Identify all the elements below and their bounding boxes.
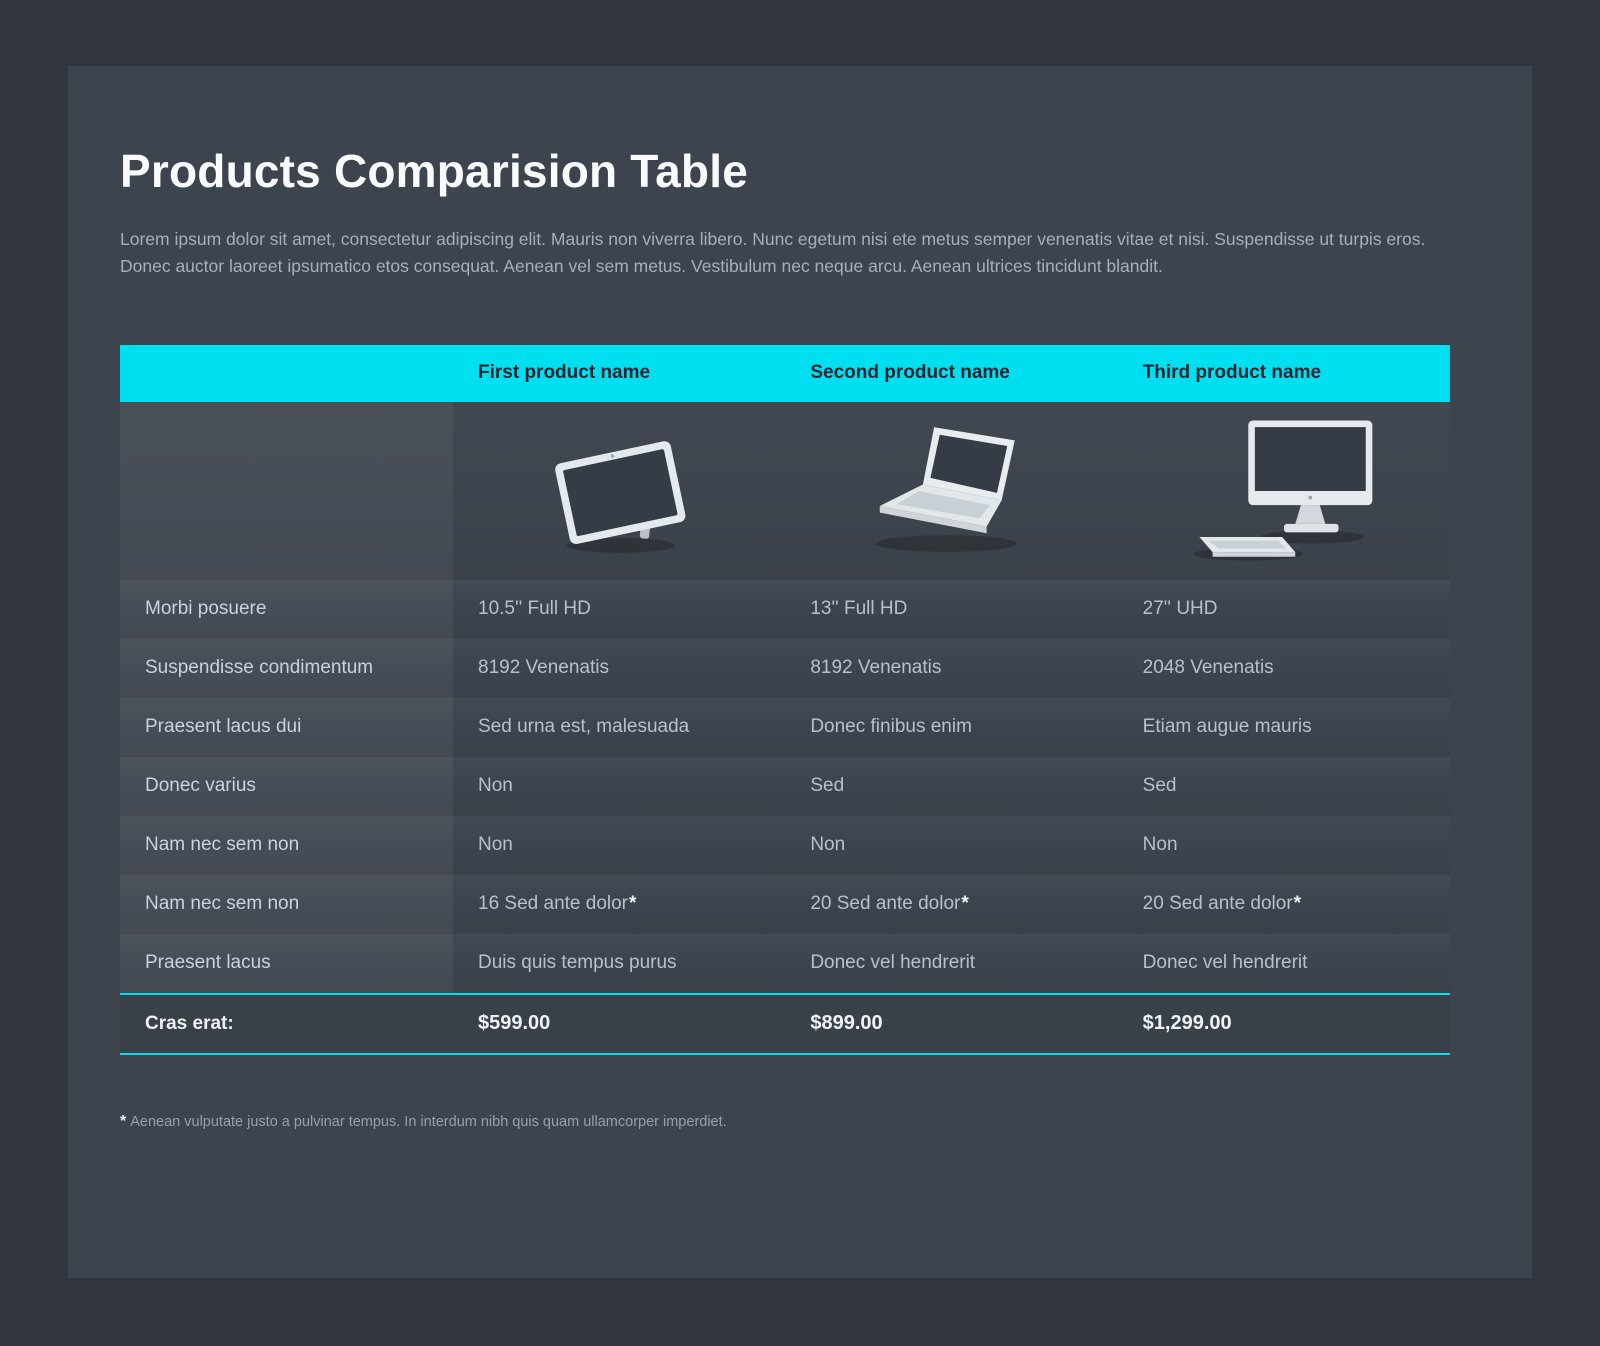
product-image-cell [785,402,1117,580]
cell-text: 13'' Full HD [810,598,908,620]
table-row: Nam nec sem non 16 Sed ante dolor * 20 Se… [120,874,1450,934]
cell-text: Non [478,775,513,797]
row-label: Nam nec sem non [120,815,453,875]
table-row: Morbi posuere 10.5'' Full HD 13'' Full H… [120,579,1450,639]
cell-text: Sed [1142,775,1177,797]
table-row: Donec varius Non Sed Sed [120,756,1450,816]
cell-text: Non [1142,834,1178,856]
cell-text: 10.5'' Full HD [478,598,591,620]
row-label: Praesent lacus [120,933,453,993]
row-cell: 20 Sed ante dolor * [1118,875,1450,934]
cell-text: Non [810,834,846,856]
table-row: Nam nec sem non Non Non Non [120,815,1450,875]
cell-text: 20 Sed ante dolor [1142,893,1293,915]
row-cell: 20 Sed ante dolor * [785,875,1117,934]
comparison-table: First product name Second product name T… [120,344,1450,1055]
row-cell: Sed [785,757,1117,816]
page-title: Products Comparision Table [120,145,748,197]
row-cell: Sed [1118,757,1450,816]
row-cell: 8192 Venenatis [785,639,1117,698]
row-cell: Non [453,816,785,875]
row-cell: 10.5'' Full HD [453,580,785,639]
cell-text: Etiam augue mauris [1142,716,1312,738]
row-cell: Non [1118,816,1450,875]
footnote: * Aenean vulputate justo a pulvinar tempu… [120,1113,1480,1131]
price-value-1: $599.00 [478,1012,551,1035]
row-cell: Sed urna est, malesuada [453,698,785,757]
row-cell: Etiam augue mauris [1118,698,1450,757]
header-product-1: First product name [478,362,651,384]
row-label: Donec varius [120,756,453,816]
row-label: Suspendisse condimentum [120,638,453,698]
table-row: Praesent lacus dui Sed urna est, malesua… [120,697,1450,757]
row-label: Praesent lacus dui [120,697,453,757]
cell-text: Non [478,834,513,856]
cell-text: Donec finibus enim [810,716,972,738]
header-product-2: Second product name [810,362,1010,384]
header-product-3: Third product name [1142,362,1322,384]
row-cell: 16 Sed ante dolor * [453,875,785,934]
row-cell: 8192 Venenatis [453,639,785,698]
product-image-cell [453,402,785,580]
row-cell: Donec vel hendrerit [785,934,1117,993]
table-row: Praesent lacus Duis quis tempus purus Do… [120,933,1450,993]
row-cell: 2048 Venenatis [1118,639,1450,698]
cell-text: 16 Sed ante dolor [478,893,629,915]
asterisk: * [1293,893,1302,915]
row-cell: Donec vel hendrerit [1118,934,1450,993]
row-cell: Non [453,757,785,816]
product-images-row [120,401,1450,580]
table-row: Suspendisse condimentum 8192 Venenatis 8… [120,638,1450,698]
product-image-cell [1118,402,1450,580]
asterisk: * [961,893,969,915]
row-label: Nam nec sem non [120,874,453,934]
cell-text: 2048 Venenatis [1142,657,1274,679]
cell-text: Duis quis tempus purus [478,952,677,974]
images-empty-cell [120,401,453,580]
price-value-2: $899.00 [810,1012,883,1035]
footnote-text: Aenean vulputate justo a pulvinar tempus… [130,1113,727,1130]
cell-text: 8192 Venenatis [810,657,942,679]
tablet-illustration [555,440,686,553]
row-label: Morbi posuere [120,579,453,639]
cell-text: 8192 Venenatis [478,657,610,679]
price-row-label: Cras erat: [145,1012,234,1034]
header-empty-cell [120,345,453,402]
cell-text: Sed [810,775,845,797]
page-description: Lorem ipsum dolor sit amet, consectetur … [120,229,1426,277]
laptop-illustration [876,426,1018,552]
cell-text: Sed urna est, malesuada [478,716,690,738]
cell-text: Donec vel hendrerit [1142,952,1308,974]
products-comparison-panel: Products Comparision Table Lorem ipsum d… [68,66,1532,1278]
price-value-3: $1,299.00 [1142,1012,1232,1035]
footnote-asterisk: * [120,1112,127,1130]
asterisk: * [629,893,637,915]
row-cell: Donec finibus enim [785,698,1117,757]
desktop-illustration [1193,420,1373,561]
cell-text: Donec vel hendrerit [810,952,976,974]
row-cell: Duis quis tempus purus [453,934,785,993]
table-header-row: First product name Second product name T… [120,344,1450,402]
row-cell: 13'' Full HD [785,580,1117,639]
row-cell: 27'' UHD [1118,580,1450,639]
row-cell: Non [785,816,1117,875]
cell-text: 20 Sed ante dolor [810,893,961,915]
cell-text: 27'' UHD [1142,598,1218,620]
price-row: Cras erat: $599.00 $899.00 $1,299.00 [120,992,1450,1055]
